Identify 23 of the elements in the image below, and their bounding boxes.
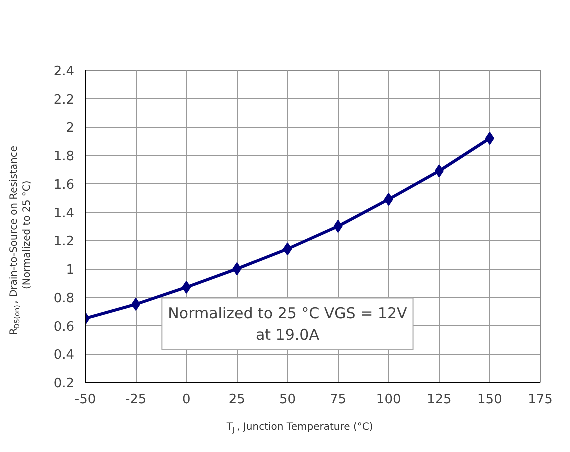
x-tick-label: 0 — [182, 392, 191, 408]
y-tick-label: 2.2 — [54, 92, 75, 108]
y-tick-label: 0.4 — [54, 348, 75, 364]
y-tick-label: 1.2 — [54, 234, 75, 250]
x-tick-label: -50 — [74, 392, 96, 408]
x-tick-label: 175 — [528, 392, 553, 408]
x-tick-label: 75 — [330, 392, 347, 408]
x-tick-label: 150 — [478, 392, 502, 408]
x-tick-label: 100 — [376, 392, 402, 408]
y-tick-label: 0.2 — [54, 376, 75, 392]
y-tick-label: 1.4 — [54, 206, 75, 222]
x-tick-label: 50 — [279, 392, 296, 408]
y-tick-label: 0.8 — [54, 291, 75, 306]
x-tick-label: 125 — [426, 392, 452, 408]
x-tick-label: -25 — [125, 392, 147, 408]
y-tick-label: 2 — [66, 121, 75, 136]
annotation: Normalized to 25 °C VGS = 12V at 19.0A — [168, 304, 408, 344]
y-tick-label: 1 — [66, 263, 75, 278]
y-tick-label: 0.6 — [54, 320, 75, 335]
y-tick-label: 1.6 — [54, 178, 75, 193]
y-tick-label: 2.4 — [54, 64, 75, 80]
x-tick-label: 25 — [228, 392, 246, 408]
y-tick-label: 1.8 — [54, 150, 75, 165]
